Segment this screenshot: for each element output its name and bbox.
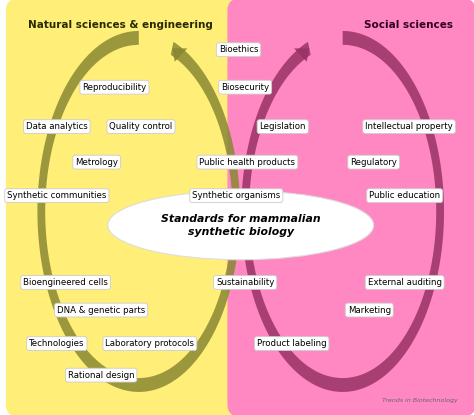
Text: Technologies: Technologies	[29, 339, 84, 348]
Text: Social sciences: Social sciences	[365, 20, 454, 30]
Text: Laboratory protocols: Laboratory protocols	[105, 339, 194, 348]
Text: Bioethics: Bioethics	[219, 45, 258, 54]
Text: Biosecurity: Biosecurity	[221, 83, 269, 92]
Text: Intellectual property: Intellectual property	[365, 122, 453, 131]
Text: Bioengineered cells: Bioengineered cells	[23, 278, 108, 287]
Polygon shape	[37, 31, 240, 392]
Text: Data analytics: Data analytics	[26, 122, 88, 131]
Ellipse shape	[108, 191, 374, 260]
Text: Marketing: Marketing	[347, 305, 391, 315]
Polygon shape	[172, 49, 187, 62]
Text: Sustainability: Sustainability	[216, 278, 274, 287]
Text: Synthetic communities: Synthetic communities	[7, 191, 107, 200]
Text: External auditing: External auditing	[368, 278, 442, 287]
Polygon shape	[294, 49, 310, 62]
Text: Rational design: Rational design	[68, 371, 135, 380]
Text: Public education: Public education	[369, 191, 440, 200]
Text: Reproducibility: Reproducibility	[82, 83, 146, 92]
Text: Quality control: Quality control	[109, 122, 173, 131]
Text: Metrology: Metrology	[75, 158, 118, 167]
Text: Standards for mammalian
synthetic biology: Standards for mammalian synthetic biolog…	[161, 214, 320, 237]
Text: Natural sciences & engineering: Natural sciences & engineering	[28, 20, 213, 30]
Text: Trends in Biotechnology: Trends in Biotechnology	[382, 398, 458, 403]
Text: Public health products: Public health products	[200, 158, 295, 167]
FancyBboxPatch shape	[228, 0, 474, 415]
Text: Regulatory: Regulatory	[350, 158, 397, 167]
Text: Product labeling: Product labeling	[257, 339, 327, 348]
Polygon shape	[241, 31, 444, 392]
Text: DNA & genetic parts: DNA & genetic parts	[57, 305, 145, 315]
FancyBboxPatch shape	[6, 0, 254, 415]
Text: Legislation: Legislation	[260, 122, 306, 131]
Text: Synthetic organisms: Synthetic organisms	[192, 191, 281, 200]
